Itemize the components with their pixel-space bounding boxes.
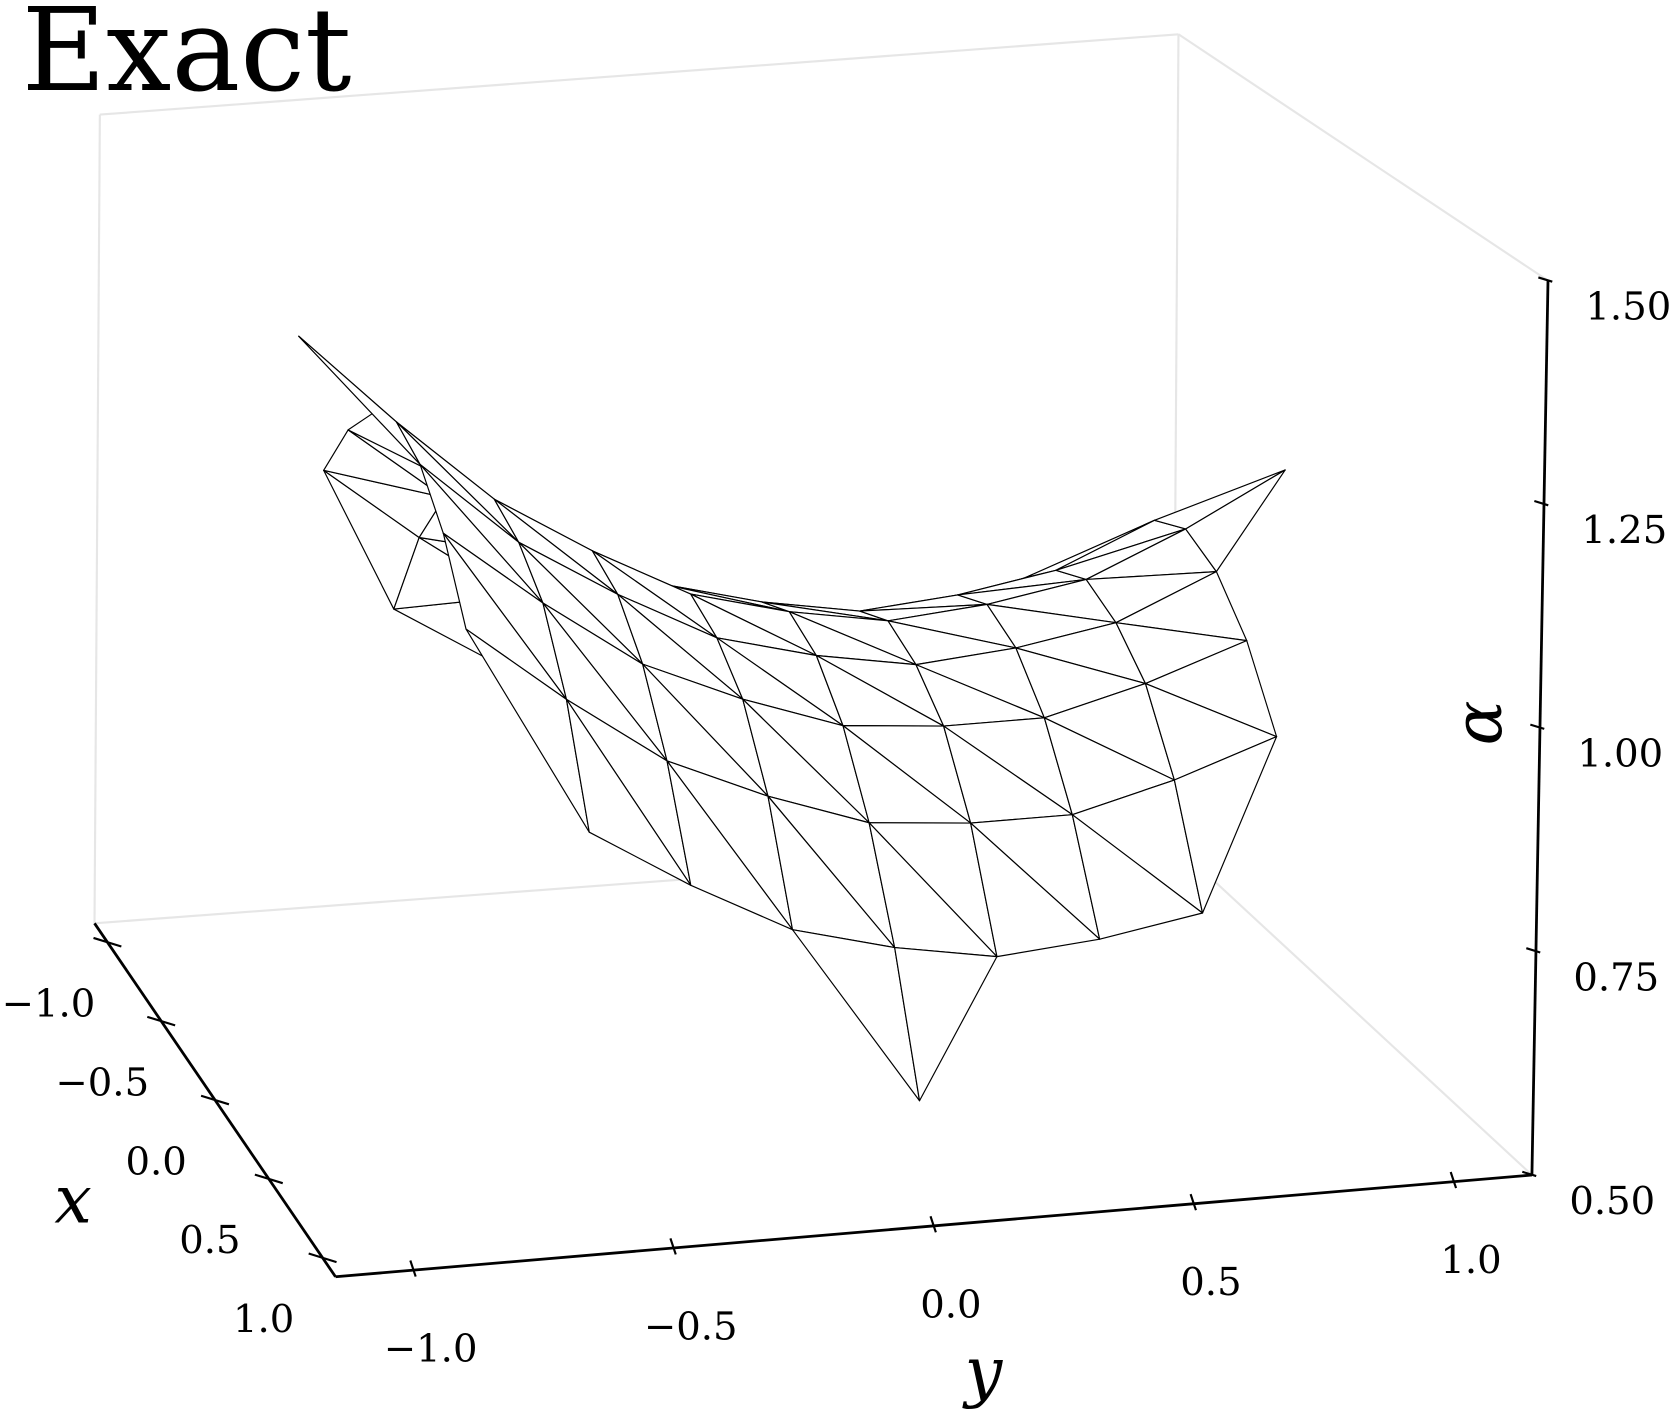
surface-facet <box>894 946 998 1102</box>
surface-facet <box>970 822 1101 958</box>
y-tick-label: 0.5 <box>1180 1260 1241 1305</box>
surface-facet <box>666 760 794 931</box>
panes <box>93 33 1549 1176</box>
surface-facet <box>1071 814 1204 940</box>
x-tick-label: 0.5 <box>179 1218 240 1263</box>
x-tick-label: 1.0 <box>233 1297 294 1342</box>
z-tick-label: 1.50 <box>1585 285 1671 330</box>
surface-facet <box>565 698 692 886</box>
z-tick <box>1538 276 1553 283</box>
y-tick-label: 0.0 <box>920 1282 981 1327</box>
x-tick-label: −0.5 <box>56 1060 150 1105</box>
chart-title: Exact <box>22 0 352 118</box>
x-tick <box>93 936 122 948</box>
pane-edge <box>99 33 1179 116</box>
y-tick-label: −1.0 <box>384 1327 478 1372</box>
z-tick-label: 1.00 <box>1577 732 1663 777</box>
y-tick <box>929 1215 937 1233</box>
x-tick <box>308 1252 337 1264</box>
z-tick <box>1534 499 1549 507</box>
pane-edge <box>1172 842 1533 1176</box>
y-tick <box>1449 1171 1458 1189</box>
pane-edge <box>1177 33 1549 282</box>
x-tick <box>146 1015 176 1027</box>
z-tick <box>1530 723 1545 730</box>
y-tick-label: 1.0 <box>1440 1238 1501 1283</box>
y-tick <box>1189 1193 1197 1211</box>
x-tick-label: −1.0 <box>2 981 96 1026</box>
x-tick <box>200 1094 230 1106</box>
pane-edge <box>93 114 101 924</box>
x-axis-label: x <box>54 1160 91 1238</box>
y-tick <box>669 1238 677 1255</box>
surface-facet <box>1185 469 1286 573</box>
y-tick-label: −0.5 <box>644 1304 738 1349</box>
z-tick-label: 1.25 <box>1581 508 1667 553</box>
z-axis-label: α <box>1439 701 1517 746</box>
y-axis-label: y <box>962 1332 1004 1410</box>
z-tick <box>1525 947 1541 954</box>
z-tick-label: 0.50 <box>1569 1179 1655 1224</box>
x-tick <box>254 1173 284 1185</box>
z-tick <box>1521 1170 1537 1178</box>
x-tick-label: 0.0 <box>125 1139 186 1184</box>
y-tick <box>409 1260 417 1277</box>
axes: −1.0 −0.5 0.0 0.5 1.0 −1.0 −0.5 0.0 0.5 1.0 0.50 0.… <box>2 276 1671 1372</box>
surface <box>298 335 1286 1102</box>
z-tick-label: 0.75 <box>1573 955 1659 1000</box>
surface-facet <box>1173 736 1278 914</box>
